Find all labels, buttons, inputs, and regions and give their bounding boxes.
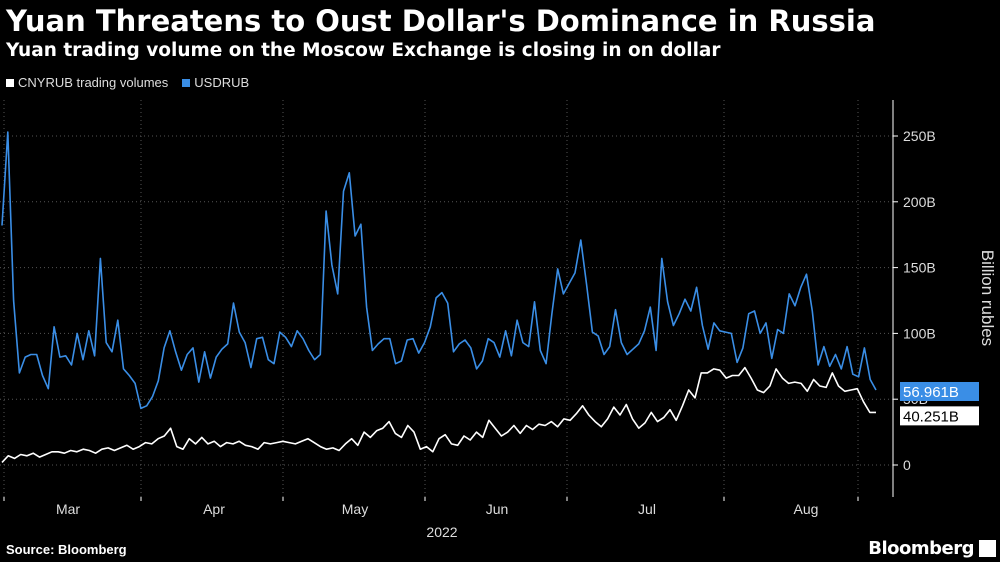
legend-swatch-usd [182, 78, 191, 87]
legend-item-cny: CNYRUB trading volumes [6, 75, 168, 90]
end-label-usd: 56.961B [903, 384, 959, 401]
y-tick-label: 100B [903, 325, 936, 341]
legend-swatch-cny [6, 78, 14, 87]
brand-logo: Bloomberg [868, 538, 974, 559]
series-line-cny [1, 366, 876, 463]
x-tick-label: Jul [638, 501, 656, 517]
y-tick-label: 250B [903, 128, 936, 144]
x-tick-label: Aug [794, 501, 819, 517]
x-axis-label: 2022 [426, 524, 457, 540]
chart-subtitle: Yuan trading volume on the Moscow Exchan… [6, 40, 721, 61]
source-note: Source: Bloomberg [6, 542, 127, 557]
x-tick-label: Jun [486, 501, 509, 517]
y-tick-label: 150B [903, 260, 936, 276]
x-tick-label: Mar [56, 501, 80, 517]
y-tick-label: 200B [903, 194, 936, 210]
x-tick-label: May [342, 501, 368, 517]
chart-title: Yuan Threatens to Oust Dollar's Dominanc… [6, 4, 876, 38]
x-tick-label: Apr [203, 501, 225, 517]
legend-label-cny: CNYRUB trading volumes [18, 75, 169, 90]
y-tick-label: 0 [903, 457, 911, 473]
legend-item-usd: USDRUB [182, 75, 249, 90]
legend: CNYRUB trading volumes USDRUB [6, 75, 249, 90]
end-label-cny: 40.251B [903, 408, 959, 425]
legend-label-usd: USDRUB [194, 75, 250, 90]
series-line-usd [1, 131, 877, 410]
y-axis-label: Billion rubles [978, 250, 997, 346]
brand-mark-icon [979, 540, 996, 557]
end-label-cny-box [900, 406, 979, 426]
end-label-usd-box [900, 381, 979, 401]
